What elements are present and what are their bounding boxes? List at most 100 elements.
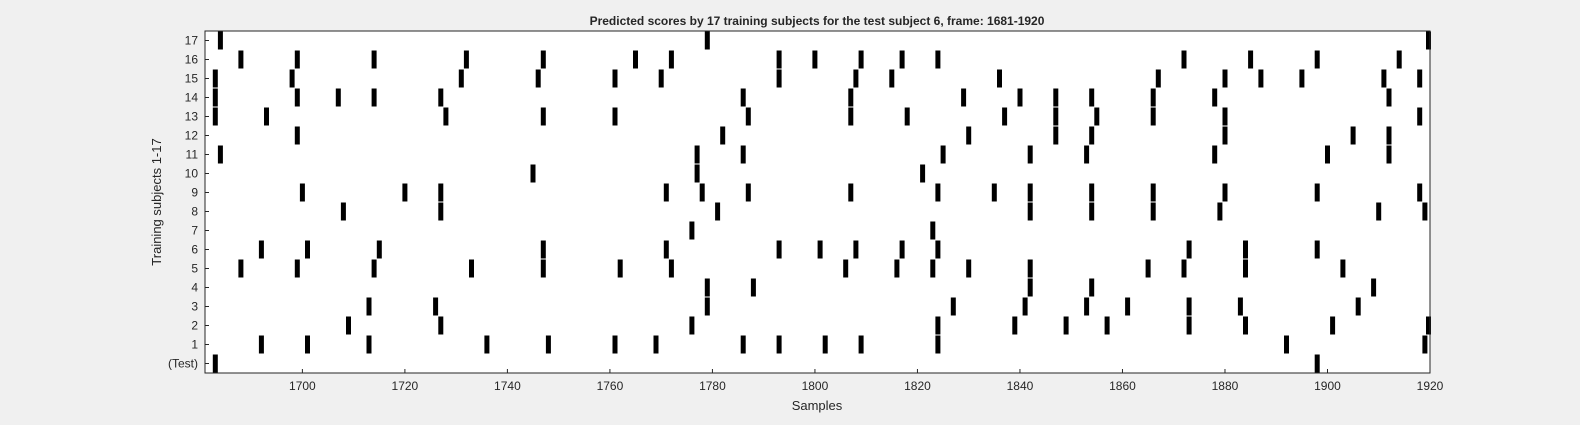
x-tick-label: 1880 — [1212, 379, 1239, 393]
y-tick-label: (Test) — [168, 357, 198, 371]
event-mark — [899, 50, 905, 69]
plot-frame — [204, 30, 1431, 374]
x-tick-label: 1780 — [699, 379, 726, 393]
event-mark — [812, 50, 818, 69]
y-tick-label: 2 — [191, 319, 198, 333]
event-mark — [212, 69, 218, 88]
event-mark — [258, 335, 264, 354]
event-mark — [1094, 107, 1100, 126]
event-mark — [1222, 69, 1228, 88]
event-mark — [668, 50, 674, 69]
event-mark — [1386, 145, 1392, 164]
event-mark — [443, 107, 449, 126]
event-mark — [617, 259, 623, 278]
event-mark — [335, 88, 341, 107]
event-marks — [212, 31, 1431, 373]
event-mark — [966, 259, 972, 278]
event-mark — [889, 69, 895, 88]
event-mark — [530, 164, 536, 183]
event-mark — [346, 316, 351, 335]
plot-area — [205, 31, 1430, 373]
event-mark — [694, 145, 700, 164]
event-mark — [966, 126, 972, 145]
event-mark — [438, 202, 444, 221]
y-tick-label: 1 — [191, 338, 198, 352]
event-mark — [848, 88, 854, 107]
event-mark — [1314, 50, 1320, 69]
event-mark — [1386, 126, 1392, 145]
event-mark — [1027, 259, 1033, 278]
x-tick-label: 1900 — [1314, 379, 1341, 393]
x-tick-label: 1840 — [1007, 379, 1034, 393]
y-tick-label: 9 — [191, 186, 198, 200]
event-mark — [776, 69, 782, 88]
event-mark — [438, 316, 444, 335]
event-mark — [371, 259, 377, 278]
event-mark — [463, 50, 469, 69]
event-mark — [212, 354, 218, 373]
event-mark — [930, 221, 936, 240]
chart-title: Predicted scores by 17 training subjects… — [590, 14, 1045, 28]
event-mark — [264, 107, 269, 126]
event-mark — [217, 145, 223, 164]
event-mark — [612, 107, 618, 126]
event-mark — [1258, 69, 1264, 88]
event-mark — [740, 88, 746, 107]
event-mark — [294, 126, 300, 145]
y-tick-label: 10 — [185, 167, 199, 181]
event-mark — [1314, 183, 1320, 202]
event-mark — [1150, 88, 1156, 107]
event-mark — [940, 145, 946, 164]
event-mark — [1027, 202, 1033, 221]
event-mark — [776, 50, 782, 69]
event-mark — [1022, 297, 1028, 316]
event-mark — [305, 335, 310, 354]
event-mark — [258, 240, 264, 259]
event-mark — [699, 183, 705, 202]
x-tick-label: 1740 — [494, 379, 521, 393]
event-mark — [1371, 278, 1377, 297]
event-mark — [371, 88, 377, 107]
event-mark — [299, 183, 305, 202]
x-tick-label: 1760 — [597, 379, 624, 393]
event-mark — [1426, 316, 1431, 335]
event-mark — [1089, 202, 1095, 221]
event-mark — [1181, 259, 1187, 278]
event-mark — [817, 240, 823, 259]
event-mark — [1027, 145, 1033, 164]
event-mark — [484, 335, 490, 354]
event-mark — [1089, 278, 1095, 297]
event-mark — [776, 335, 782, 354]
event-mark — [950, 297, 956, 316]
event-mark — [776, 240, 782, 259]
event-mark — [715, 202, 721, 221]
event-mark — [853, 69, 859, 88]
event-mark — [894, 259, 900, 278]
event-mark — [899, 240, 905, 259]
event-mark — [1284, 335, 1289, 354]
event-mark — [1150, 107, 1156, 126]
event-mark — [704, 297, 710, 316]
event-mark — [1012, 316, 1018, 335]
event-mark — [540, 240, 546, 259]
event-mark — [458, 69, 464, 88]
event-mark — [1422, 335, 1428, 354]
x-tick-label: 1860 — [1109, 379, 1136, 393]
event-mark — [1237, 297, 1243, 316]
event-mark — [653, 335, 659, 354]
y-tick-label: 8 — [191, 205, 198, 219]
event-mark — [750, 278, 756, 297]
event-mark — [1212, 88, 1218, 107]
event-mark — [438, 183, 444, 202]
y-tick-label: 4 — [191, 281, 198, 295]
x-tick-label: 1920 — [1417, 379, 1444, 393]
x-tick-label: 1700 — [289, 379, 316, 393]
event-mark — [1002, 107, 1008, 126]
event-mark — [1417, 107, 1423, 126]
event-mark — [858, 50, 864, 69]
event-mark — [212, 88, 218, 107]
event-mark — [1089, 183, 1095, 202]
event-mark — [289, 69, 295, 88]
event-mark — [1084, 145, 1090, 164]
event-mark — [294, 259, 300, 278]
